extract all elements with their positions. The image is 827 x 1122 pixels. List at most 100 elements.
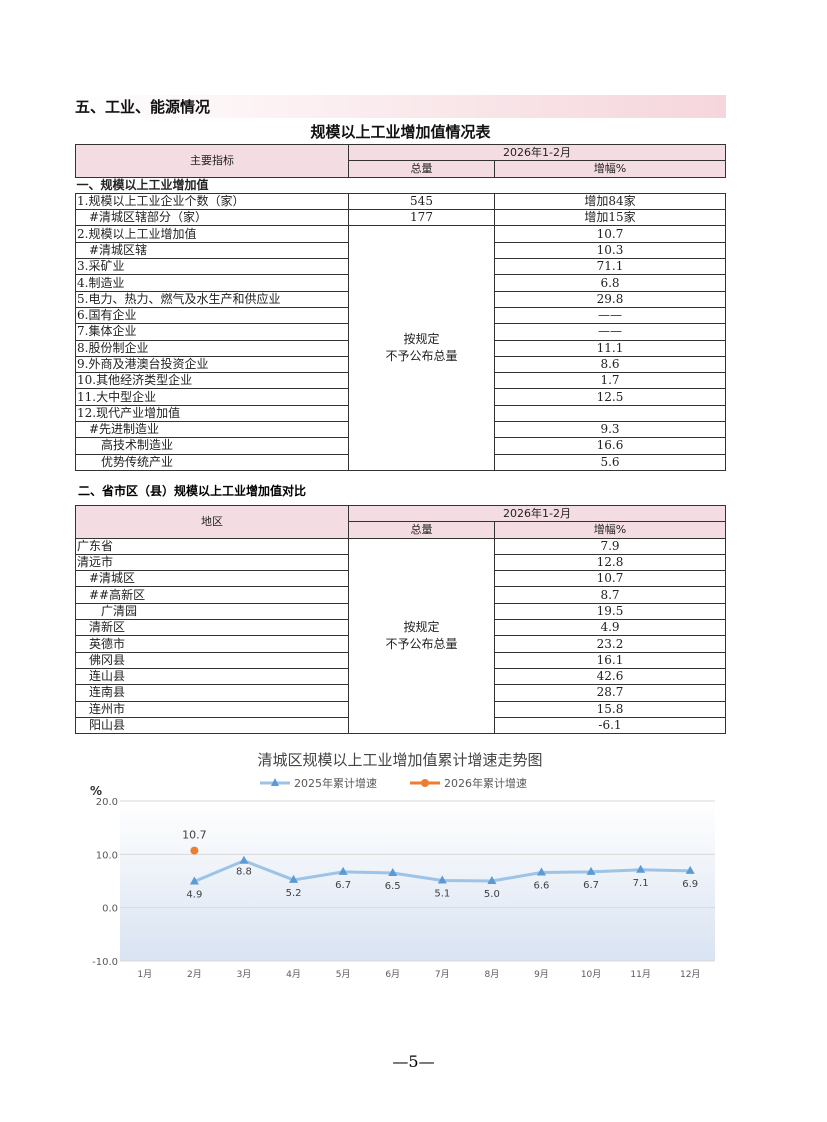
- col-total: 总量: [348, 521, 495, 539]
- merged-note-line: 不予公布总量: [385, 636, 458, 651]
- row-name: 连山县: [75, 667, 349, 686]
- row-growth: 11.1: [494, 339, 726, 357]
- table-row: 8.股份制企业 11.1: [75, 339, 726, 357]
- merged-note-line: 不予公布总量: [385, 349, 458, 364]
- row-name: 8.股份制企业: [75, 339, 349, 357]
- row-growth: 15.8: [494, 700, 726, 718]
- data-point: [437, 875, 447, 884]
- row-growth: 10.3: [494, 241, 726, 260]
- y-tick-label: 0.0: [102, 904, 118, 915]
- row-growth: 6.8: [494, 274, 726, 292]
- legend-label: 2026年累计增速: [444, 776, 527, 790]
- table-row: #先进制造业 9.3: [75, 421, 726, 439]
- plot-area: [120, 801, 715, 961]
- section-title: 五、工业、能源情况: [75, 95, 726, 118]
- table-row: 10.其他经济类型企业 1.7: [75, 372, 726, 390]
- table1: 主要指标 2026年1-2月 总量 增幅% 一、规模以上工业增加值 1.规模以上工业…: [75, 143, 726, 471]
- row-name: 清新区: [75, 619, 349, 637]
- row-name: 7.集体企业: [75, 323, 349, 341]
- data-label: 6.9: [682, 879, 698, 890]
- row-name: 连南县: [75, 684, 349, 702]
- row-name: 高技术制造业: [75, 437, 349, 455]
- row-name: 清远市: [75, 553, 349, 572]
- data-point: [239, 855, 249, 864]
- data-point: [338, 866, 348, 875]
- row-name: 连州市: [75, 700, 349, 718]
- data-point: [289, 874, 299, 883]
- data-point: [685, 865, 695, 874]
- data-point: [636, 864, 646, 873]
- row-growth: 42.6: [494, 667, 726, 686]
- page-number: —5—: [392, 1052, 435, 1071]
- table-row: 4.制造业 6.8: [75, 274, 726, 292]
- data-label: 5.2: [286, 888, 302, 899]
- data-point: [388, 868, 398, 876]
- y-tick-label: 10.0: [96, 850, 118, 861]
- row-growth: 16.6: [494, 437, 726, 455]
- x-tick-label: 9月: [534, 969, 549, 980]
- y-tick-label: -10.0: [92, 957, 118, 968]
- x-tick-label: 2月: [187, 969, 202, 980]
- col-growth: 增幅%: [494, 521, 726, 539]
- data-label: 6.7: [335, 880, 351, 891]
- data-label: 8.8: [236, 867, 252, 878]
- row-growth: 9.3: [494, 421, 726, 439]
- table-row: 高技术制造业 16.6: [75, 437, 726, 455]
- row-name: 佛冈县: [75, 651, 349, 669]
- row-name: 10.其他经济类型企业: [75, 372, 349, 390]
- table-row: 1.规模以上工业企业个数（家） 545 增加84家: [75, 192, 726, 211]
- chart-title: 清城区规模以上工业增加值累计增速走势图: [257, 751, 542, 769]
- row-name: 广清园: [75, 602, 349, 621]
- col-region: 地区: [75, 505, 349, 539]
- row-growth: 7.9: [494, 537, 726, 555]
- data-label: 10.7: [182, 829, 207, 842]
- row-growth: 23.2: [494, 635, 726, 653]
- row-growth: -6.1: [494, 716, 726, 735]
- row-growth: 19.5: [494, 602, 726, 621]
- row-growth: 8.6: [494, 355, 726, 374]
- table-row: 12.现代产业增加值: [75, 404, 726, 423]
- col-period: 2026年1-2月: [348, 143, 726, 162]
- row-name: 2.规模以上工业增加值: [75, 225, 349, 243]
- row-name: #清城区辖部分（家）: [75, 209, 349, 227]
- merged-note-line: 按规定: [403, 619, 440, 634]
- x-tick-label: 5月: [336, 969, 351, 980]
- group-heading: 一、规模以上工业增加值: [75, 176, 726, 194]
- row-name: 5.电力、热力、燃气及水生产和供应业: [75, 290, 349, 308]
- x-tick-label: 8月: [485, 969, 500, 980]
- row-growth: 8.7: [494, 586, 726, 604]
- x-tick-label: 3月: [237, 969, 252, 980]
- row-growth: 12.5: [494, 388, 726, 406]
- y-tick-label: 20.0: [96, 797, 118, 808]
- table-row: 2.规模以上工业增加值 按规定 不予公布总量 10.7: [75, 225, 726, 471]
- row-name: 英德市: [75, 635, 349, 653]
- x-tick-label: 10月: [581, 969, 601, 980]
- col-indicator: 主要指标: [75, 144, 349, 178]
- data-label: 5.1: [434, 888, 450, 899]
- table2-title: 二、省市区（县）规模以上工业增加值对比: [78, 484, 307, 498]
- merged-note-line: 按规定: [403, 332, 440, 347]
- legend-marker: [271, 778, 279, 786]
- data-point: [586, 866, 596, 875]
- col-total: 总量: [348, 160, 495, 178]
- table-row: 9.外商及港澳台投资企业 8.6: [75, 355, 726, 374]
- row-name: 4.制造业: [75, 274, 349, 292]
- row-growth: ——: [494, 323, 726, 341]
- data-label: 4.9: [186, 890, 202, 901]
- merged-note: 按规定 不予公布总量: [348, 537, 495, 735]
- row-total: 545: [348, 192, 495, 211]
- row-growth: 29.8: [494, 290, 726, 308]
- row-name: 12.现代产业增加值: [75, 404, 349, 423]
- row-growth: 5.6: [494, 453, 726, 471]
- row-growth: 增加15家: [494, 209, 726, 227]
- x-tick-label: 1月: [137, 969, 152, 980]
- table-row: 清新区 4.9: [75, 619, 726, 637]
- x-tick-label: 7月: [435, 969, 450, 980]
- row-name: 6.国有企业: [75, 306, 349, 325]
- data-label: 6.5: [385, 881, 401, 892]
- row-growth: [494, 404, 726, 423]
- row-name: 11.大中型企业: [75, 388, 349, 406]
- table-row: 优势传统产业 5.6: [75, 453, 726, 471]
- row-growth: 4.9: [494, 619, 726, 637]
